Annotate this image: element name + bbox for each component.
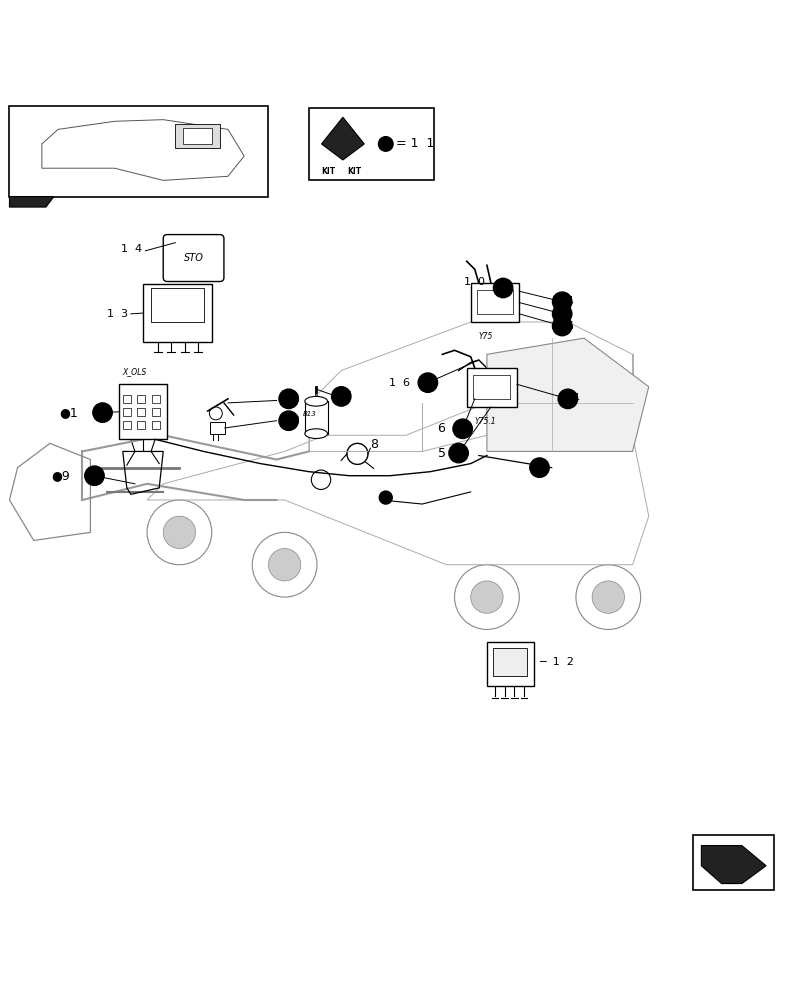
Polygon shape <box>10 197 54 207</box>
Text: 7: 7 <box>343 390 351 403</box>
Text: STO: STO <box>183 253 204 263</box>
Bar <box>152 395 160 403</box>
Circle shape <box>551 316 571 336</box>
Bar <box>304 401 327 434</box>
Circle shape <box>84 466 104 485</box>
Text: 1  0: 1 0 <box>464 277 485 287</box>
Text: 2: 2 <box>290 392 298 405</box>
Bar <box>477 290 513 314</box>
Bar <box>308 108 434 180</box>
Bar <box>152 408 160 416</box>
Text: 4: 4 <box>564 295 573 308</box>
Bar <box>152 421 160 429</box>
Circle shape <box>470 581 503 613</box>
Circle shape <box>551 304 571 324</box>
Bar <box>143 284 212 342</box>
Bar <box>466 368 517 407</box>
Circle shape <box>378 137 393 151</box>
Text: 5: 5 <box>438 447 446 460</box>
Polygon shape <box>701 846 765 884</box>
Circle shape <box>379 491 392 504</box>
Circle shape <box>268 549 300 581</box>
Bar <box>210 422 225 434</box>
Bar <box>473 375 510 399</box>
Circle shape <box>279 389 298 409</box>
Circle shape <box>331 387 350 406</box>
Text: Y75: Y75 <box>478 332 492 341</box>
Text: 3: 3 <box>290 414 298 427</box>
Text: B13: B13 <box>303 411 316 417</box>
Circle shape <box>448 443 468 463</box>
Bar <box>183 128 212 144</box>
Text: 1  6: 1 6 <box>388 378 410 388</box>
Text: = 1  1: = 1 1 <box>396 137 434 150</box>
Text: X_OLS: X_OLS <box>122 367 147 376</box>
Bar <box>487 642 533 686</box>
Text: 8: 8 <box>370 438 378 451</box>
Ellipse shape <box>304 396 327 406</box>
Text: 1  4: 1 4 <box>121 244 142 254</box>
Circle shape <box>591 581 624 613</box>
Circle shape <box>557 389 577 409</box>
Text: Y75.1: Y75.1 <box>474 417 496 426</box>
Circle shape <box>163 516 195 549</box>
Text: KIT: KIT <box>347 167 362 176</box>
Ellipse shape <box>304 429 327 438</box>
Text: 6: 6 <box>564 320 573 333</box>
Bar <box>122 421 131 429</box>
Text: 4: 4 <box>570 392 578 405</box>
Text: ●1: ●1 <box>59 406 78 419</box>
Text: ●9: ●9 <box>51 469 70 482</box>
Bar <box>470 283 519 322</box>
Bar <box>495 415 509 423</box>
Circle shape <box>418 373 437 392</box>
Bar <box>122 395 131 403</box>
Bar <box>693 835 773 890</box>
Bar <box>151 288 204 322</box>
Bar <box>137 395 145 403</box>
Text: ─  1  2: ─ 1 2 <box>538 657 573 667</box>
Text: KIT: KIT <box>320 167 335 176</box>
Circle shape <box>279 411 298 430</box>
Text: 1  3: 1 3 <box>106 309 127 319</box>
Circle shape <box>453 419 472 438</box>
Circle shape <box>92 403 112 422</box>
Bar <box>175 124 220 148</box>
Circle shape <box>493 278 513 298</box>
Text: 6: 6 <box>436 422 444 435</box>
Polygon shape <box>487 338 648 451</box>
Circle shape <box>551 292 571 311</box>
Bar <box>493 648 526 676</box>
Circle shape <box>529 458 548 477</box>
Bar <box>137 421 145 429</box>
Bar <box>137 408 145 416</box>
Bar <box>10 106 268 197</box>
Text: 5: 5 <box>564 307 573 320</box>
Bar <box>118 384 167 439</box>
FancyBboxPatch shape <box>163 235 224 282</box>
Bar <box>122 408 131 416</box>
Polygon shape <box>321 117 364 160</box>
